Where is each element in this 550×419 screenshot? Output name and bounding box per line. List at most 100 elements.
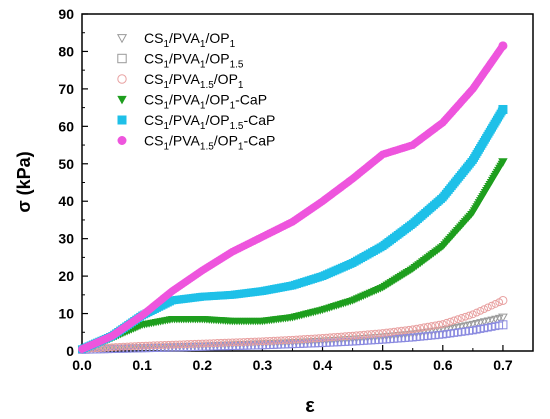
series-3-point (130, 342, 139, 351)
y-tick-label: 50 (58, 156, 74, 172)
series-3-point (202, 339, 210, 348)
series-3-point (190, 339, 199, 348)
series-3-point (457, 314, 466, 322)
series-3-point (296, 335, 304, 344)
series-3-point (153, 341, 162, 350)
series-3-point (484, 303, 492, 312)
series-3-point (371, 329, 380, 338)
series-3-point (277, 336, 286, 345)
legend-text-part: CS (144, 51, 163, 67)
legend-entry-3: CS1/PVA1.5/OP1 (117, 71, 244, 91)
series-1-point (464, 321, 474, 330)
x-tick-label: 0.3 (253, 357, 273, 373)
series-3-point (329, 333, 338, 341)
series-3-point (250, 337, 259, 346)
series-3-point (412, 324, 421, 333)
y-tick-label: 60 (58, 118, 74, 134)
y-axis-ticks: 0 10 20 30 40 50 60 70 80 90 (58, 6, 88, 359)
series-3-point (431, 321, 440, 330)
series-3-point (292, 335, 301, 344)
legend-marker (116, 34, 128, 44)
series-3-point (423, 322, 432, 331)
legend-text-part: /OP (214, 133, 238, 149)
y-tick-label: 80 (58, 43, 74, 59)
series-3-point (149, 341, 158, 350)
legend-marker (117, 115, 127, 125)
legend-subscript: 1 (163, 39, 169, 50)
series-3-point (491, 300, 500, 308)
series-3-point (194, 339, 203, 348)
legend-text-part: CS (144, 112, 163, 128)
legend-label: CS1/PVA1/OP1.5-CaP (144, 112, 275, 132)
series-3-point (416, 324, 425, 332)
x-tick-label: 0.0 (72, 357, 92, 373)
y-tick-label: 0 (66, 343, 74, 359)
series-3-point (390, 327, 398, 336)
series-3-point (160, 341, 169, 349)
series-3-point (314, 334, 323, 343)
legend-marker (117, 53, 127, 64)
series-3-point (397, 326, 406, 335)
series-3-point (138, 341, 147, 350)
series-3-point (179, 340, 188, 349)
legend-subscript: 1 (163, 142, 169, 153)
x-tick-label: 0.6 (433, 357, 453, 373)
series-3-point (348, 331, 357, 340)
legend-subscript: 1 (238, 142, 244, 153)
series-3-point (303, 334, 312, 343)
series-3-point (487, 301, 496, 310)
series-3-point (262, 337, 271, 345)
legend-subscript: 1 (238, 80, 244, 91)
series-1-point (498, 313, 508, 323)
series-1-point (461, 322, 470, 330)
x-axis-ticks: 0.0 0.1 0.2 0.3 0.4 0.5 0.6 0.7 (72, 345, 534, 373)
series-3-point (217, 338, 225, 347)
series-3-point (269, 336, 278, 345)
series-3-point (311, 334, 319, 343)
legend-subscript: 1 (200, 101, 206, 112)
legend-text-part: /OP (214, 71, 238, 87)
y-tick-label: 70 (58, 81, 74, 97)
series-3-point (228, 338, 237, 347)
series-3-point (243, 337, 252, 346)
series-3-point (108, 343, 116, 352)
legend-label: CS1/PVA1/OP1.5 (144, 51, 244, 71)
series-6 (78, 41, 508, 354)
legend-text-part: /OP (205, 92, 229, 108)
series-1-point (449, 324, 459, 333)
legend-text-part: /OP (205, 51, 229, 67)
series-3-point (461, 312, 470, 321)
series-6-point (498, 41, 508, 51)
series-1-point (483, 317, 493, 326)
legend-text-part: CS (144, 30, 163, 46)
series-3-point (420, 323, 428, 332)
series-2-point (498, 320, 508, 330)
legend-subscript: 1 (200, 60, 206, 71)
series-3-point (254, 337, 263, 346)
legend: CS1/PVA1/OP1CS1/PVA1/OP1.5CS1/PVA1.5/OP1… (116, 30, 275, 153)
series-3-point (356, 331, 365, 339)
legend-entry-1: CS1/PVA1/OP1 (116, 30, 236, 50)
data-series (77, 41, 508, 354)
legend-text-part: -CaP (243, 112, 275, 128)
legend-text-part: CS (144, 92, 163, 108)
series-1-point (491, 315, 500, 324)
series-3-point (104, 343, 113, 352)
series-1-point (457, 323, 466, 331)
legend-marker (117, 95, 127, 105)
legend-text-part: /PVA (169, 92, 201, 108)
series-3-point (393, 327, 402, 336)
x-tick-label: 0.2 (193, 357, 213, 373)
legend-text-part: CS (144, 133, 163, 149)
y-tick-label: 30 (58, 231, 74, 247)
series-1-point (468, 320, 478, 329)
series-3-point (172, 340, 180, 349)
series-3-point (299, 335, 308, 343)
series-3-point (134, 342, 143, 350)
series-3-point (378, 329, 387, 337)
series-3-point (213, 339, 222, 347)
series-3-point (367, 330, 376, 338)
legend-entry-4: CS1/PVA1/OP1-CaP (117, 92, 267, 112)
series-5 (78, 104, 508, 354)
series-3-point (427, 322, 436, 330)
